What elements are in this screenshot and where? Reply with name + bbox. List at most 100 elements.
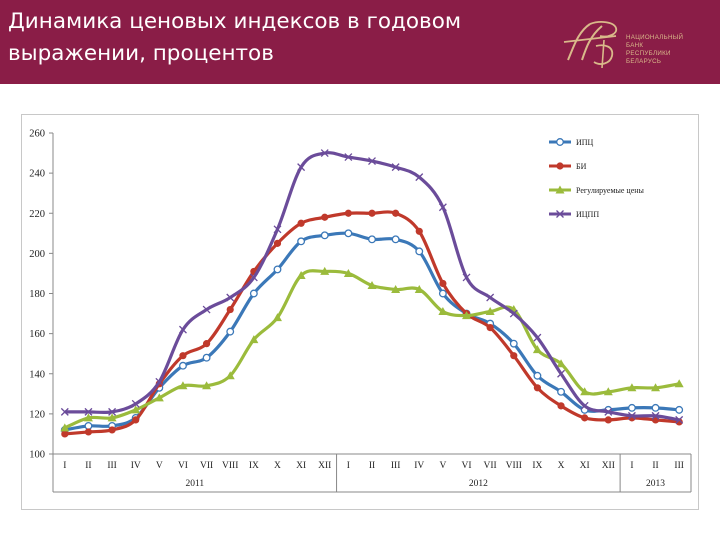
data-point-marker (557, 369, 565, 378)
x-tick-label: VI (178, 461, 188, 471)
data-point-marker (557, 402, 565, 410)
data-point-marker (651, 411, 660, 420)
logo-text-line: НАЦИОНАЛЬНЫЙ (626, 34, 684, 41)
data-point-marker (107, 413, 117, 422)
data-point-marker (179, 361, 187, 370)
data-point-marker (486, 293, 495, 302)
x-tick-label: I (347, 461, 350, 471)
data-point-marker (368, 235, 376, 244)
x-tick-label: VIII (222, 461, 238, 471)
x-tick-label: II (652, 461, 658, 471)
data-point-marker (415, 227, 423, 235)
data-point-marker (132, 416, 140, 424)
data-point-marker (391, 235, 400, 244)
data-point-marker (343, 268, 353, 277)
x-tick-label: III (674, 461, 684, 471)
data-point-marker (202, 340, 211, 348)
data-point-marker (392, 209, 400, 217)
data-point-marker (131, 399, 140, 408)
x-tick-label: III (107, 461, 117, 471)
data-point-marker (415, 247, 424, 256)
data-point-marker (202, 305, 211, 314)
x-tick-label: IV (414, 461, 424, 471)
x-tick-label: X (558, 461, 565, 471)
data-point-marker (557, 387, 565, 396)
y-tick-label: 160 (29, 329, 45, 340)
data-point-marker (154, 393, 164, 402)
data-point-marker (344, 209, 352, 217)
y-tick-label: 120 (29, 409, 45, 420)
data-point-marker (108, 426, 116, 434)
data-point-marker (226, 293, 235, 302)
data-point-marker (509, 339, 518, 348)
x-tick-label: XII (602, 461, 615, 471)
x-tick-label: XI (580, 461, 590, 471)
data-point-marker (438, 203, 447, 212)
data-point-marker (320, 231, 329, 240)
data-point-marker (438, 307, 448, 316)
data-point-marker (627, 403, 636, 412)
data-point-marker (273, 239, 282, 247)
year-label: 2013 (646, 479, 665, 489)
data-point-marker (344, 229, 353, 238)
data-point-marker (273, 225, 282, 234)
data-point-marker (84, 428, 93, 436)
data-point-marker (297, 237, 306, 246)
data-point-marker (61, 430, 69, 438)
logo-text-line: РЕСПУБЛИКИ (626, 50, 671, 57)
data-point-marker (320, 266, 330, 275)
header-bar: Динамика ценовых индексов в годовом выра… (0, 0, 720, 84)
data-point-marker (84, 407, 93, 416)
data-point-marker (674, 379, 684, 388)
slide-title-line-1: Динамика ценовых индексов в годовом (8, 9, 462, 34)
y-tick-label: 180 (29, 289, 45, 300)
data-point-marker (178, 381, 188, 390)
legend-label: ИПЦ (576, 138, 594, 147)
data-point-marker (555, 185, 565, 194)
data-point-marker (84, 421, 93, 430)
data-point-marker (60, 423, 70, 432)
data-point-marker (179, 352, 187, 360)
data-point-marker (580, 401, 589, 410)
x-tick-label: VII (200, 461, 213, 471)
data-point-marker (533, 384, 542, 392)
data-point-marker (83, 413, 93, 422)
legend-label: Регулируемые цены (576, 186, 645, 195)
data-point-marker (296, 270, 306, 279)
x-tick-label: II (85, 461, 91, 471)
data-point-marker (226, 327, 235, 336)
data-point-marker (651, 403, 660, 412)
x-tick-label: X (274, 461, 281, 471)
data-point-marker (249, 289, 258, 298)
data-point-marker (320, 149, 329, 158)
data-point-marker (272, 313, 282, 322)
data-point-marker (439, 279, 447, 288)
logo-text-line: БАНК (626, 42, 644, 49)
x-tick-label: III (391, 461, 401, 471)
data-point-marker (249, 273, 258, 282)
data-point-marker (604, 416, 612, 424)
data-point-marker (462, 273, 471, 282)
y-tick-label: 140 (29, 369, 45, 380)
data-point-marker (202, 381, 212, 390)
y-tick-label: 220 (29, 209, 45, 220)
data-point-marker (367, 280, 377, 289)
data-point-marker (226, 305, 234, 314)
x-tick-label: IX (532, 461, 542, 471)
data-point-marker (533, 371, 542, 380)
x-tick-label: XII (318, 461, 331, 471)
data-point-marker (60, 407, 69, 416)
data-point-marker (580, 387, 590, 396)
data-point-marker (509, 309, 518, 318)
data-point-marker (627, 411, 636, 420)
data-point-marker (438, 289, 447, 298)
x-tick-label: VII (484, 461, 497, 471)
logo-text-line: БЕЛАРУСЬ (626, 58, 662, 65)
chart-frame: 100 120 140 160 180 200 220 240 260 I II III IV V VI VI… (21, 114, 699, 510)
legend-label: ИЦПП (576, 210, 599, 219)
x-tick-label: V (439, 461, 446, 471)
year-label: 2011 (185, 479, 204, 489)
data-point-marker (675, 405, 684, 414)
data-point-marker (581, 414, 589, 422)
y-tick-label: 200 (29, 249, 45, 260)
